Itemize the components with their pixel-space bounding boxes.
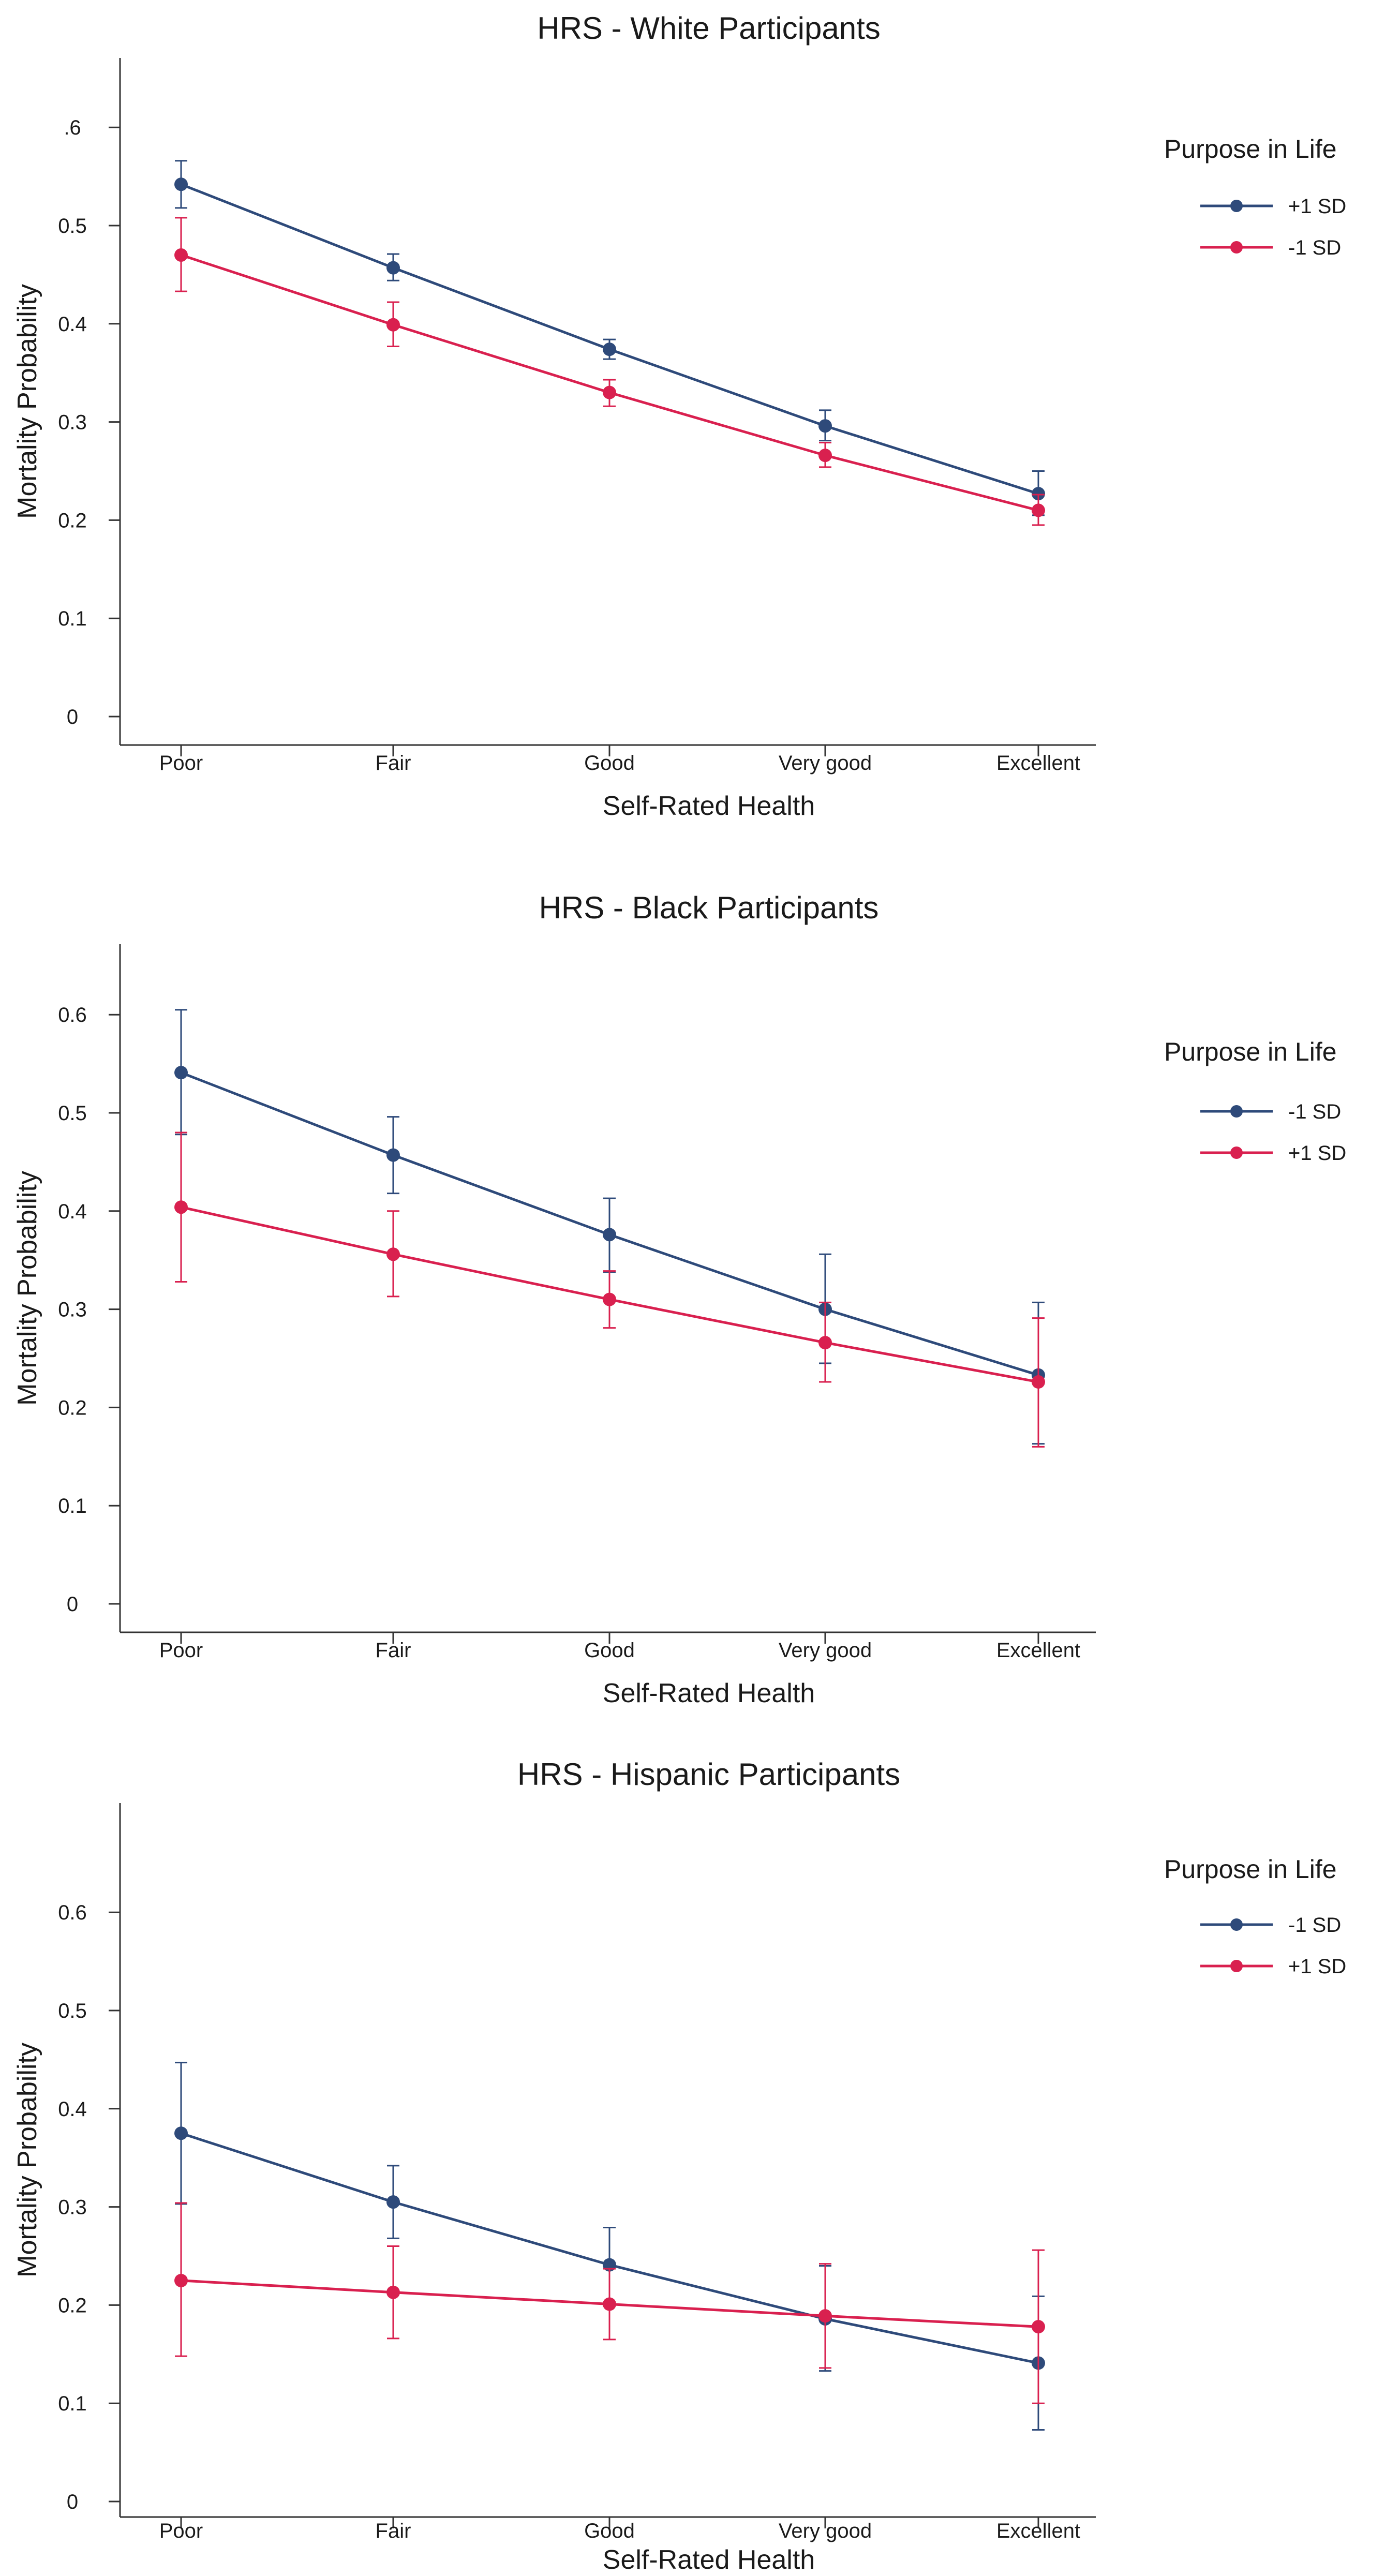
y-tick-label: 0.6: [58, 1004, 87, 1026]
data-point: [174, 2273, 188, 2287]
x-tick-label: Very good: [779, 2520, 872, 2542]
data-point: [174, 2126, 188, 2140]
legend-label: -1 SD: [1288, 1100, 1341, 1123]
x-tick-label: Excellent: [996, 752, 1080, 775]
y-tick-label: 0.3: [58, 1299, 87, 1321]
data-point: [174, 1200, 188, 1214]
x-tick-label: Very good: [779, 752, 872, 775]
x-tick-label: Good: [584, 2520, 635, 2542]
y-tick-label: 0.2: [58, 509, 87, 532]
data-point: [1032, 1375, 1045, 1389]
x-axis-label: Self-Rated Health: [603, 791, 815, 821]
y-tick-label: 0.4: [58, 1200, 87, 1223]
series-1sd-0: [174, 1009, 1045, 1445]
chart-panel-1: HRS - White Participants 0 0.1 0.2 0.3 0.4 0.5…: [12, 11, 1346, 821]
y-tick-label: 0.5: [58, 215, 87, 237]
series-1sd-1: [174, 217, 1045, 526]
x-axis-label: Self-Rated Health: [603, 2545, 815, 2575]
y-tick-label: 0.4: [58, 313, 87, 336]
y-axis-label: Mortality Probability: [12, 284, 42, 519]
y-tick-label: 0.5: [58, 1102, 87, 1125]
legend-swatch-marker: [1230, 1960, 1243, 1972]
data-point: [386, 2195, 400, 2209]
data-point: [603, 343, 616, 356]
data-point: [386, 1247, 400, 1261]
x-tick-label: Good: [584, 1639, 635, 1662]
data-point: [603, 1292, 616, 1306]
x-tick-label: Fair: [376, 752, 411, 775]
data-point: [818, 449, 832, 463]
chart-title: HRS - White Participants: [537, 11, 881, 46]
x-tick-label: Excellent: [996, 1639, 1080, 1662]
data-point: [818, 1336, 832, 1350]
data-point: [603, 385, 616, 399]
data-point: [386, 318, 400, 332]
y-tick-label: 0.4: [58, 2098, 87, 2121]
legend-label: -1 SD: [1288, 1914, 1341, 1937]
x-tick-label: Good: [584, 752, 635, 775]
x-tick-label: Fair: [376, 2520, 411, 2542]
x-tick-label: Poor: [159, 2520, 203, 2542]
y-tick-label: 0.1: [58, 1495, 87, 1517]
legend-label: +1 SD: [1288, 1955, 1346, 1978]
x-tick-label: Fair: [376, 1639, 411, 1662]
data-point: [818, 2309, 832, 2323]
data-point: [386, 2285, 400, 2299]
data-point: [174, 177, 188, 191]
y-tick-label: 0: [67, 2491, 78, 2513]
legend-swatch-marker: [1230, 1146, 1243, 1159]
chart-panel-3: HRS - Hispanic Participants 0 0.1 0.2 0.3 0.4…: [12, 1757, 1346, 2575]
x-tick-label: Poor: [159, 1639, 203, 1662]
y-tick-label: 0.5: [58, 2000, 87, 2022]
y-tick-label: 0.6: [58, 1901, 87, 1924]
data-point: [174, 1066, 188, 1080]
y-tick-label: 0.3: [58, 411, 87, 434]
y-tick-label: .6: [64, 116, 81, 139]
series-1sd-0: [174, 160, 1045, 516]
legend-title: Purpose in Life: [1164, 1037, 1337, 1066]
series-1sd-1: [174, 1131, 1045, 1448]
data-point: [603, 1228, 616, 1242]
y-tick-label: 0.2: [58, 1396, 87, 1419]
data-point: [1032, 503, 1045, 517]
legend-swatch-marker: [1230, 241, 1243, 254]
x-tick-label: Excellent: [996, 2520, 1080, 2542]
legend-title: Purpose in Life: [1164, 135, 1337, 163]
legend-label: -1 SD: [1288, 236, 1341, 259]
x-tick-label: Very good: [779, 1639, 872, 1662]
chart-panel-2: HRS - Black Participants 0 0.1 0.2 0.3 0.4 0.5…: [12, 890, 1346, 1708]
y-tick-label: 0.1: [58, 607, 87, 630]
data-point: [603, 2297, 616, 2311]
data-point: [1032, 2320, 1045, 2334]
y-tick-label: 0: [67, 706, 78, 728]
y-tick-label: 0.1: [58, 2392, 87, 2415]
series-1sd-1: [174, 2202, 1045, 2404]
legend-label: +1 SD: [1288, 195, 1346, 218]
y-tick-label: 0.3: [58, 2196, 87, 2219]
y-tick-label: 0.2: [58, 2294, 87, 2317]
y-axis-label: Mortality Probability: [12, 2043, 42, 2277]
data-point: [818, 419, 832, 433]
legend-title: Purpose in Life: [1164, 1855, 1337, 1884]
legend-label: +1 SD: [1288, 1142, 1346, 1165]
chart-title: HRS - Black Participants: [539, 890, 879, 925]
y-axis-label: Mortality Probability: [12, 1171, 42, 1406]
series-1sd-0: [174, 2062, 1045, 2431]
data-point: [174, 248, 188, 262]
data-point: [1032, 487, 1045, 501]
y-tick-label: 0: [67, 1593, 78, 1616]
legend-swatch-marker: [1230, 1918, 1243, 1931]
x-axis-label: Self-Rated Health: [603, 1678, 815, 1708]
data-point: [386, 1148, 400, 1162]
chart-title: HRS - Hispanic Participants: [517, 1757, 900, 1792]
legend-swatch-marker: [1230, 1105, 1243, 1118]
x-tick-label: Poor: [159, 752, 203, 775]
data-point: [386, 261, 400, 275]
legend-swatch-marker: [1230, 200, 1243, 212]
